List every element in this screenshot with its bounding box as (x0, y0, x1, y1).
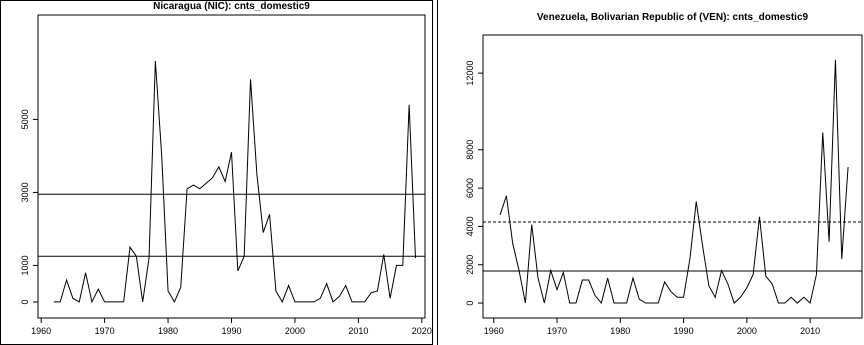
x-tick-label: 1980 (158, 326, 178, 336)
x-tick-label: 2020 (412, 326, 432, 336)
panel-frame (0, 0, 433, 345)
chart-title: Nicaragua (NIC): cnts_domestic9 (153, 1, 310, 12)
data-line (499, 59, 849, 305)
y-tick-label: 0 (20, 299, 30, 304)
y-tick-label: 2000 (465, 255, 475, 275)
y-tick-label: 4000 (465, 216, 475, 236)
y-tick-label: 5000 (20, 109, 30, 129)
y-tick-label: 6000 (465, 178, 475, 198)
data-line (53, 60, 416, 304)
y-tick-label: 8000 (465, 140, 475, 160)
plot-box (482, 34, 863, 319)
x-tick-label: 1990 (674, 326, 694, 336)
x-tick-label: 1960 (31, 326, 51, 336)
x-tick-label: 2010 (800, 326, 820, 336)
x-tick-label: 2010 (348, 326, 368, 336)
x-tick-label: 1970 (95, 326, 115, 336)
x-tick-label: 1990 (221, 326, 241, 336)
x-tick-label: 1980 (610, 326, 630, 336)
y-tick-label: 1000 (20, 255, 30, 275)
x-tick-label: 2000 (737, 326, 757, 336)
x-tick-label: 2000 (285, 326, 305, 336)
y-tick-label: 0 (465, 301, 475, 306)
y-tick-label: 12000 (465, 61, 475, 86)
x-tick-label: 1970 (547, 326, 567, 336)
chart-title: Venezuela, Bolivarian Republic of (VEN):… (537, 12, 809, 23)
x-tick-label: 1960 (484, 326, 504, 336)
y-tick-label: 3000 (20, 182, 30, 202)
plot-box (37, 14, 426, 319)
